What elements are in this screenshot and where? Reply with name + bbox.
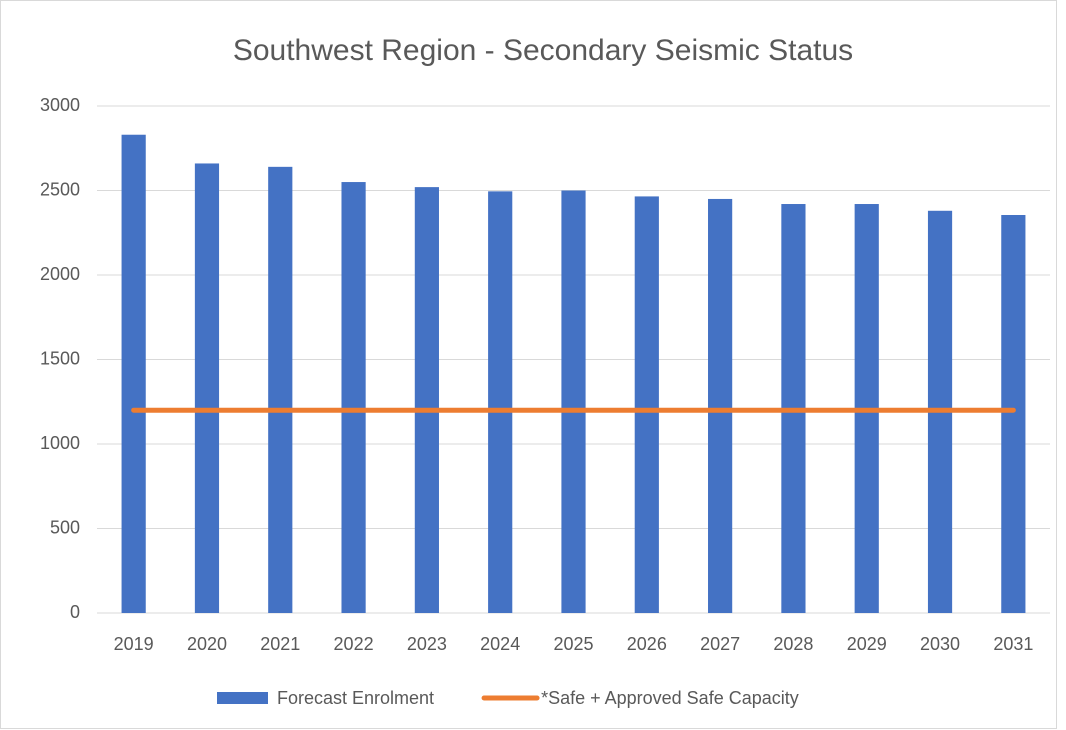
bar: [708, 198, 733, 613]
y-tick-label: 3000: [40, 95, 80, 115]
x-tick-label: 2029: [847, 634, 887, 654]
legend-swatch: [217, 692, 268, 704]
x-tick-label: 2021: [260, 634, 300, 654]
x-tick-label: 2031: [993, 634, 1033, 654]
x-tick-label: 2028: [773, 634, 813, 654]
y-tick-label: 2500: [40, 179, 80, 199]
bar: [561, 190, 586, 613]
x-tick-label: 2030: [920, 634, 960, 654]
x-tick-label: 2024: [480, 634, 520, 654]
bar: [488, 191, 513, 613]
bar: [341, 182, 366, 614]
bar: [268, 166, 293, 613]
y-tick-label: 0: [70, 602, 80, 622]
x-tick-label: 2026: [627, 634, 667, 654]
y-tick-label: 500: [50, 517, 80, 537]
bar: [634, 196, 659, 614]
x-tick-label: 2022: [334, 634, 374, 654]
x-tick-label: 2025: [553, 634, 593, 654]
x-tick-label: 2019: [114, 634, 154, 654]
chart-title: Southwest Region - Secondary Seismic Sta…: [233, 34, 853, 67]
x-tick-label: 2020: [187, 634, 227, 654]
bar: [194, 163, 220, 613]
bar: [121, 134, 146, 614]
y-tick-label: 1000: [40, 433, 80, 453]
legend-label: Forecast Enrolment: [277, 688, 434, 708]
bar: [1001, 215, 1026, 613]
x-tick-label: 2027: [700, 634, 740, 654]
bar: [414, 187, 439, 613]
y-tick-label: 2000: [40, 264, 80, 284]
legend-label: *Safe + Approved Safe Capacity: [541, 688, 799, 708]
x-tick-label: 2023: [407, 634, 447, 654]
y-tick-label: 1500: [40, 348, 80, 368]
